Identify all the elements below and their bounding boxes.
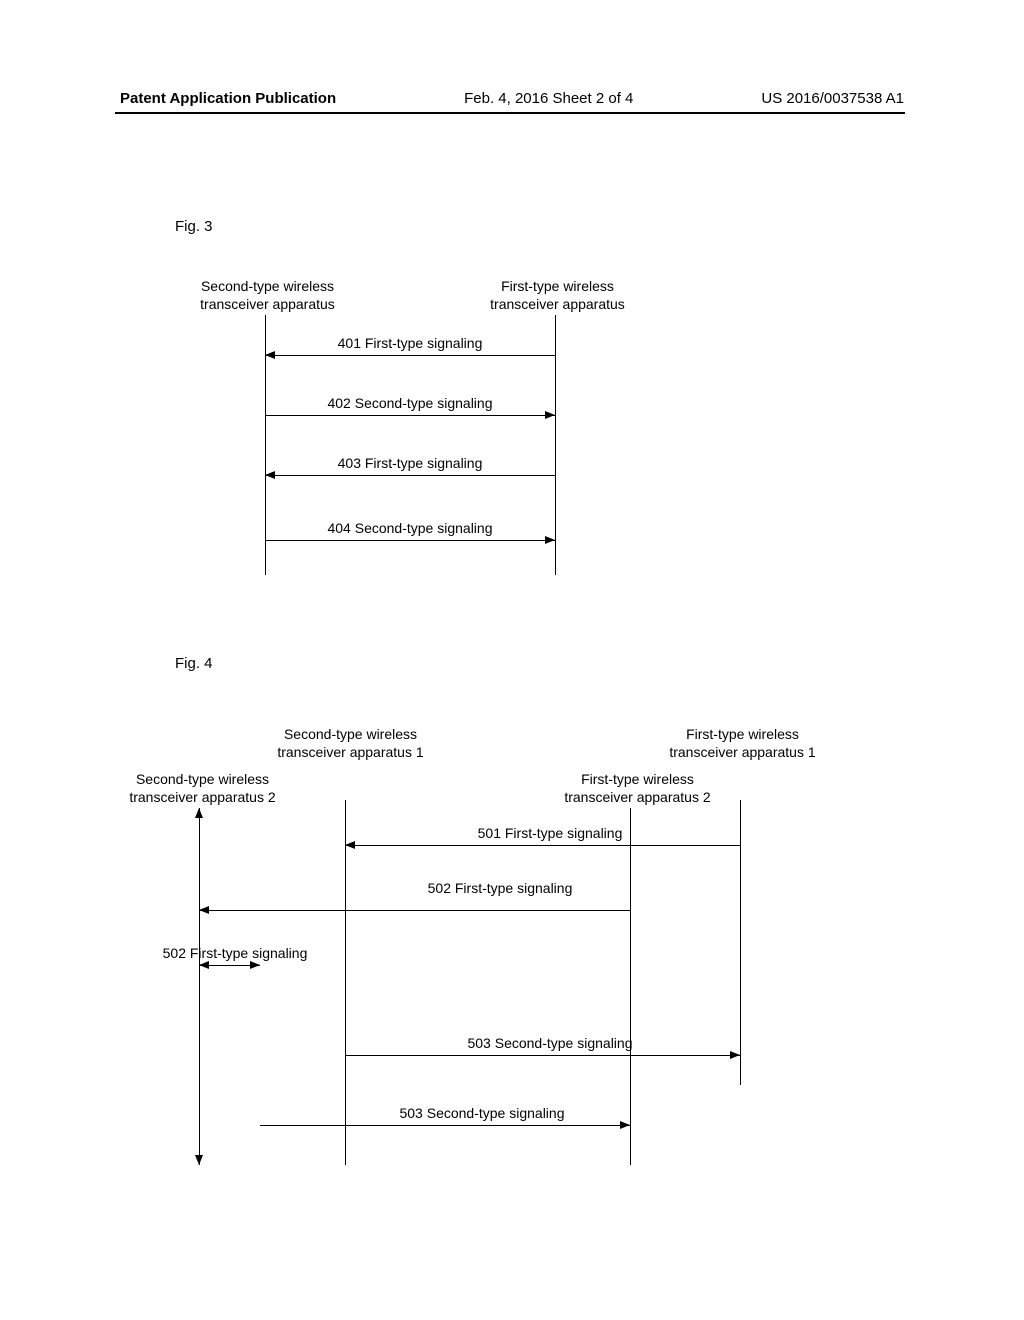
fig4-lifeline-st2 xyxy=(199,808,200,1165)
fig4-arrowhead-501 xyxy=(345,841,355,849)
fig4-participant-st2: Second-type wireless transceiver apparat… xyxy=(120,770,285,806)
page-header: Patent Application Publication Feb. 4, 2… xyxy=(0,90,1024,107)
fig4-msg-503a: 503 Second-type signaling xyxy=(460,1035,640,1051)
fig4-ft2-line2: transceiver apparatus 2 xyxy=(555,788,720,806)
fig3-arrow-404 xyxy=(265,540,555,541)
fig3-arrowhead-403 xyxy=(265,471,275,479)
fig4-msg-502b: 502 First-type signaling xyxy=(155,945,315,961)
fig4-arrowhead-502a xyxy=(199,906,209,914)
fig3-msg-404: 404 Second-type signaling xyxy=(265,520,555,536)
fig3-p-left-line2: transceiver apparatus xyxy=(190,295,345,313)
fig4-ft1-line1: First-type wireless xyxy=(660,725,825,743)
fig3-msg-402: 402 Second-type signaling xyxy=(265,395,555,411)
fig4-st2-arrowup xyxy=(195,808,203,818)
fig4-st2-line1: Second-type wireless xyxy=(120,770,285,788)
fig4-participant-ft1: First-type wireless transceiver apparatu… xyxy=(660,725,825,761)
fig4-arrow-502a xyxy=(199,910,630,911)
fig4-arrow-503b xyxy=(260,1125,630,1126)
fig4-ft2-line1: First-type wireless xyxy=(555,770,720,788)
fig4-arrowhead-502b-r xyxy=(250,961,260,969)
fig4-ft1-line2: transceiver apparatus 1 xyxy=(660,743,825,761)
fig4-lifeline-ft2 xyxy=(630,808,631,1165)
header-underline xyxy=(115,112,905,114)
fig4-msg-501: 501 First-type signaling xyxy=(470,825,630,841)
fig4-st2-line2: transceiver apparatus 2 xyxy=(120,788,285,806)
fig4-msg-503b: 503 Second-type signaling xyxy=(392,1105,572,1121)
fig4-lifeline-ft1 xyxy=(740,800,741,1085)
fig3-lifeline-right xyxy=(555,315,556,575)
fig3-p-right-line1: First-type wireless xyxy=(480,277,635,295)
fig4-arrowhead-503a xyxy=(730,1051,740,1059)
fig3-arrowhead-402 xyxy=(545,411,555,419)
fig4-lifeline-st1 xyxy=(345,800,346,1165)
fig3-p-right-line2: transceiver apparatus xyxy=(480,295,635,313)
fig4-participant-ft2: First-type wireless transceiver apparatu… xyxy=(555,770,720,806)
fig4-st1-line1: Second-type wireless xyxy=(268,725,433,743)
fig3-arrowhead-404 xyxy=(545,536,555,544)
fig4-arrow-501 xyxy=(345,845,740,846)
fig4-arrow-503a xyxy=(345,1055,740,1056)
fig3-arrow-403 xyxy=(265,475,555,476)
fig3-label: Fig. 3 xyxy=(175,218,213,235)
fig3-msg-401: 401 First-type signaling xyxy=(265,335,555,351)
fig4-st2-arrowdown xyxy=(195,1155,203,1165)
fig3-arrow-402 xyxy=(265,415,555,416)
header-publication: Patent Application Publication xyxy=(120,90,336,107)
fig4-arrowhead-502b-l xyxy=(199,961,209,969)
header-sheet: Feb. 4, 2016 Sheet 2 of 4 xyxy=(464,90,633,107)
fig4-msg-502a: 502 First-type signaling xyxy=(420,880,580,896)
fig4-arrowhead-503b xyxy=(620,1121,630,1129)
fig3-participant-left: Second-type wireless transceiver apparat… xyxy=(190,277,345,313)
fig4-participant-st1: Second-type wireless transceiver apparat… xyxy=(268,725,433,761)
header-patent-number: US 2016/0037538 A1 xyxy=(761,90,904,107)
fig3-msg-403: 403 First-type signaling xyxy=(265,455,555,471)
fig3-p-left-line1: Second-type wireless xyxy=(190,277,345,295)
fig4-st1-line2: transceiver apparatus 1 xyxy=(268,743,433,761)
fig4-label: Fig. 4 xyxy=(175,655,213,672)
fig3-arrowhead-401 xyxy=(265,351,275,359)
fig3-participant-right: First-type wireless transceiver apparatu… xyxy=(480,277,635,313)
fig3-arrow-401 xyxy=(265,355,555,356)
